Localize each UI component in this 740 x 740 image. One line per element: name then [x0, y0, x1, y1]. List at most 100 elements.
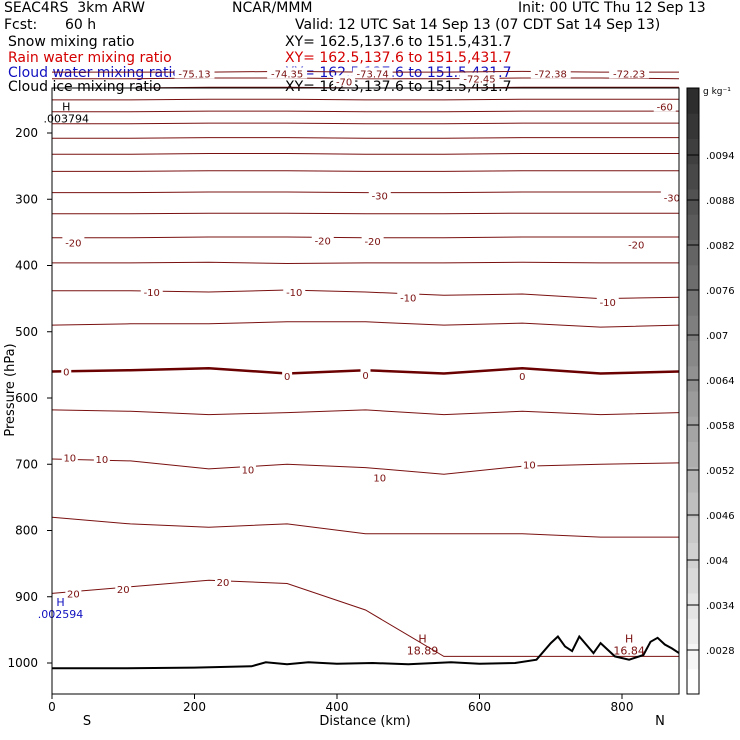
- terrain-profile: [52, 634, 680, 670]
- colorbar-segment: [687, 113, 699, 139]
- colorbar-segment: [687, 618, 699, 644]
- colorbar-segment: [687, 416, 699, 442]
- isotherm--5: [51, 321, 680, 328]
- contour-label: -72.45: [463, 75, 495, 86]
- contour-label-bg: [653, 100, 676, 112]
- isotherm--35: [52, 170, 679, 172]
- contour-label-bg: [625, 238, 648, 250]
- contour-label-bg: [174, 67, 215, 79]
- isotherm--60: [52, 98, 679, 101]
- field-xy-rain: XY= 162.5,137.6 to 151.5,431.7: [285, 50, 512, 66]
- colorbar-label: .0088: [706, 196, 735, 207]
- contour-label-bg: [360, 368, 371, 380]
- colorbar: .0094 .0088 .0082 .0076 .007 .0064 .0058 .0052.…: [686, 87, 735, 695]
- contour-label-bg: [517, 370, 528, 382]
- colorbar-segment: [687, 517, 699, 543]
- extremum-value: .003794: [44, 112, 90, 125]
- extremum-marker: H: [62, 100, 70, 113]
- colorbar-segment: [687, 441, 699, 468]
- colorbar-label: .0052: [706, 466, 735, 477]
- x-axis-label: Distance (km): [319, 714, 410, 729]
- contour-label-bg: [140, 286, 163, 297]
- contour-label: -30: [664, 193, 680, 204]
- isotherm-10: [51, 458, 680, 475]
- colorbar-label: .0046: [706, 511, 735, 522]
- contour-label: -10: [286, 288, 302, 299]
- isotherm--40: [52, 153, 679, 155]
- plot-frame: [51, 87, 680, 695]
- contour-label: -20: [315, 236, 331, 247]
- colorbar-segment: [687, 239, 699, 266]
- colorbar-segment: [687, 264, 699, 291]
- colorbar-segment: [687, 88, 699, 114]
- contour-label: -75.13: [178, 69, 210, 80]
- contour-label-bg: [609, 67, 650, 79]
- contour-label-bg: [459, 72, 500, 84]
- contour-label: 20: [67, 589, 80, 600]
- colorbar-frame: [686, 87, 700, 695]
- contour-label-bg: [530, 67, 571, 79]
- colorbar-label: .007: [706, 331, 728, 342]
- colorbar-label: .0076: [706, 286, 735, 297]
- contour-label: 10: [242, 466, 255, 477]
- center-label: NCAR/MMM: [232, 0, 313, 16]
- contour-label-bg: [333, 75, 356, 87]
- contour-label-bg: [660, 191, 683, 203]
- contour-label: 20: [117, 585, 130, 596]
- colorbar-segment: [687, 214, 699, 240]
- contour-label-bg: [371, 471, 388, 483]
- contour-label: -10: [400, 293, 416, 304]
- contour-labels: -75.13 -74.35 -73.74 -72.45 -72.38 -72.23 -70 -…: [61, 67, 683, 600]
- isotherm--50: [52, 122, 679, 125]
- extremum-marker: H: [56, 596, 64, 609]
- y-tick-label: 300: [15, 192, 38, 206]
- colorbar-label: .0082: [706, 241, 735, 252]
- contour-label: -70: [336, 77, 352, 88]
- contour-label: 0: [362, 371, 368, 382]
- contour-label: -72.38: [535, 69, 567, 80]
- contour-label-bg: [397, 291, 420, 303]
- isotherm--25: [52, 212, 679, 215]
- contour-label-bg: [61, 451, 78, 463]
- y-axis-label: Pressure (hPa): [3, 343, 18, 436]
- isotherm--30: [52, 191, 679, 194]
- field-xy-snow: XY= 162.5,137.6 to 151.5,431.7: [285, 34, 512, 50]
- colorbar-label: .0094: [706, 151, 735, 162]
- contour-label-bg: [62, 236, 85, 248]
- contour-label-bg: [215, 576, 231, 588]
- colorbar-label: .004: [706, 556, 728, 567]
- y-tick-label: 200: [15, 126, 38, 140]
- colorbar-segment: [687, 290, 699, 316]
- extremum-value: .002594: [38, 608, 84, 621]
- contour-label-bg: [282, 370, 293, 382]
- isotherm--70: [52, 77, 680, 80]
- isotherm--15: [52, 261, 679, 265]
- contour-label-bg: [267, 67, 308, 79]
- colorbar-segment: [687, 466, 699, 493]
- x-axis: 0 200 400 600 800: [48, 694, 633, 714]
- colorbar-segment: [687, 492, 699, 518]
- x-tick-label: 400: [326, 700, 349, 714]
- y-tick-label: 400: [15, 259, 38, 273]
- isotherm-contours: [51, 70, 680, 657]
- contour-label: 0: [63, 368, 69, 379]
- contour-label: -20: [628, 240, 644, 251]
- model-title: SEAC4RS 3km ARW: [4, 0, 145, 16]
- extremum-value: 18.89: [407, 644, 439, 657]
- field-name-rain: Rain water mixing ratio: [8, 50, 172, 66]
- contour-label-bg: [115, 582, 132, 594]
- colorbar-segment: [687, 163, 699, 190]
- contour-label: 0: [519, 372, 525, 383]
- colorbar-segment: [687, 138, 699, 165]
- contour-label-bg: [311, 234, 334, 246]
- init-time: Init: 00 UTC Thu 12 Sep 13: [518, 0, 706, 16]
- colorbar-segment: [687, 340, 699, 367]
- x-tick-label: 800: [611, 700, 634, 714]
- colorbar-label: .0034: [706, 601, 735, 612]
- contour-label: -60: [657, 103, 673, 114]
- y-tick-label: 500: [15, 325, 38, 339]
- forecast-label: Fcst:: [4, 17, 38, 33]
- field-name-snow: Snow mixing ratio: [8, 34, 135, 50]
- south-label: S: [83, 714, 91, 729]
